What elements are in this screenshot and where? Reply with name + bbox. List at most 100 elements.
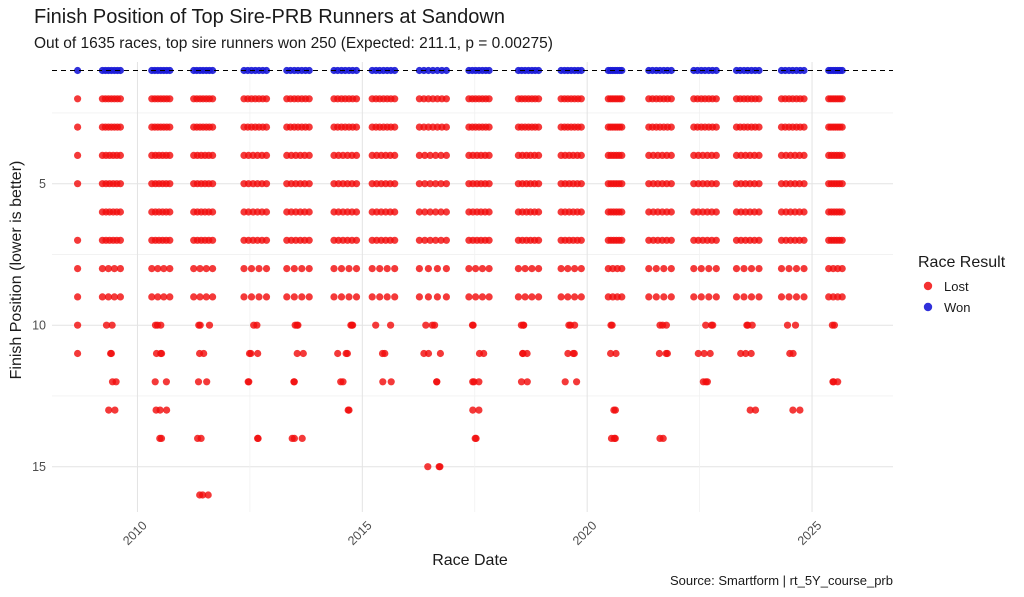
point-lost [577, 293, 585, 301]
legend-won-swatch [923, 302, 933, 312]
point-lost [577, 180, 585, 188]
point-lost [607, 434, 616, 442]
point-lost [667, 293, 675, 301]
point-lost [247, 265, 256, 273]
point-lost [700, 349, 708, 358]
point-lost [478, 293, 486, 301]
point-lost [519, 349, 527, 358]
point-lost [472, 265, 480, 273]
point-lost [697, 265, 705, 273]
point-lost [166, 265, 174, 273]
point-lost [777, 265, 786, 273]
legend-lost-label: Lost [944, 279, 969, 294]
point-lost [202, 293, 210, 301]
point-lost [838, 236, 846, 244]
point-lost [116, 208, 124, 216]
point-lost [667, 180, 675, 188]
point-lost [660, 293, 668, 301]
point-lost [667, 123, 675, 131]
point-lost [800, 236, 808, 244]
point-lost [712, 265, 720, 273]
x-tick-label: 2015 [345, 518, 375, 548]
point-lost [571, 265, 579, 273]
point-lost [345, 265, 353, 273]
point-lost [151, 378, 159, 386]
point-lost [428, 321, 436, 329]
point-lost [376, 265, 384, 273]
point-lost [294, 321, 302, 329]
point-lost [514, 293, 523, 301]
point-lost [838, 95, 846, 103]
point-lost [379, 378, 387, 386]
point-lost [433, 378, 441, 386]
point-lost [747, 265, 756, 273]
point-lost [293, 349, 301, 358]
point-lost [74, 95, 82, 103]
point-lost [442, 236, 450, 244]
point-lost [305, 236, 313, 244]
point-lost [383, 265, 391, 273]
point-lost [116, 180, 124, 188]
point-lost [755, 180, 763, 188]
point-lost [305, 95, 313, 103]
point-lost [485, 180, 493, 188]
x-tick-label: 2010 [120, 518, 150, 548]
point-lost [153, 321, 162, 329]
point-lost [608, 321, 616, 329]
point-lost [262, 123, 271, 131]
point-lost [305, 123, 313, 131]
point-lost [535, 236, 543, 244]
point-lost [667, 95, 675, 103]
point-lost [104, 293, 112, 301]
point-lost [305, 208, 313, 216]
point-lost [442, 151, 450, 159]
point-lost [662, 349, 670, 358]
point-lost [783, 321, 792, 329]
point-lost [485, 123, 493, 131]
point-lost [800, 265, 808, 273]
point-lost [74, 236, 82, 244]
point-lost [561, 378, 569, 386]
point-lost [480, 349, 488, 358]
point-lost [424, 293, 432, 301]
point-lost [352, 95, 361, 103]
point-won [442, 66, 450, 75]
point-lost [262, 293, 271, 301]
point-lost [838, 293, 846, 301]
point-lost [205, 321, 214, 329]
point-lost [74, 349, 82, 358]
point-lost [564, 265, 572, 273]
point-lost [577, 151, 585, 159]
chart-title: Finish Position of Top Sire-PRB Runners … [34, 6, 505, 28]
point-lost [166, 151, 174, 159]
point-lost [535, 208, 543, 216]
point-lost [442, 95, 450, 103]
point-lost [712, 123, 720, 131]
point-lost [74, 265, 82, 273]
point-lost [111, 406, 119, 414]
point-lost [618, 123, 626, 131]
point-lost [415, 151, 423, 159]
point-lost [702, 321, 710, 329]
point-lost [712, 180, 720, 188]
point-lost [800, 123, 808, 131]
point-lost [838, 151, 846, 159]
x-axis-ticks: 2010 2015 2020 2025 [120, 518, 824, 548]
point-lost [740, 293, 748, 301]
point-lost [426, 208, 434, 216]
point-lost [607, 349, 615, 358]
point-lost [485, 265, 493, 273]
point-won [485, 66, 493, 75]
point-lost [421, 236, 429, 244]
point-lost [209, 265, 217, 273]
point-lost [254, 434, 262, 442]
point-won [352, 66, 361, 75]
point-lost [557, 265, 565, 273]
point-lost [800, 151, 808, 159]
point-lost [262, 180, 271, 188]
point-lost [424, 463, 432, 471]
point-lost [442, 180, 450, 188]
point-lost [437, 236, 445, 244]
point-lost [699, 378, 707, 386]
